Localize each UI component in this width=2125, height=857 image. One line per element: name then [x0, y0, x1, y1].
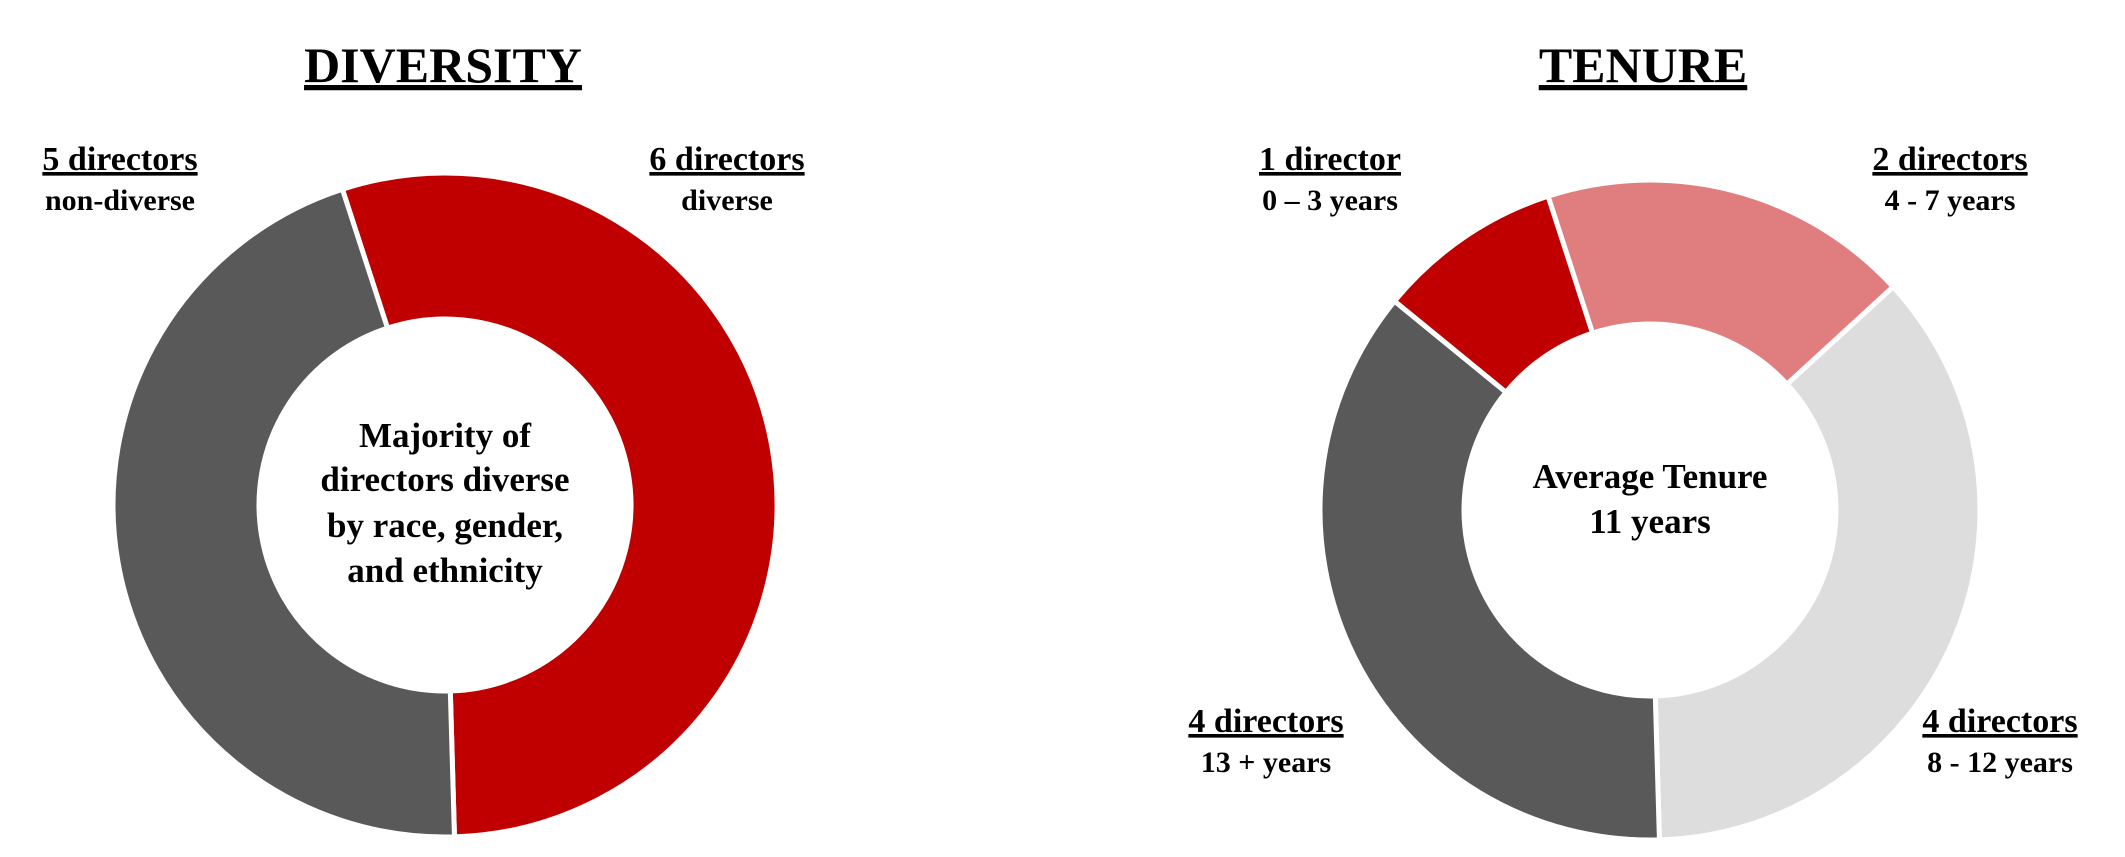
chart0-slice-0 — [339, 170, 780, 840]
chart0-slice-sublabel-1: non-diverse — [45, 184, 195, 217]
chart1-slice-sublabel-2: 13 + years — [1201, 746, 1331, 779]
chart0-slice-label-0: 6 directors — [649, 141, 804, 178]
chart1-slice-sublabel-3: 0 – 3 years — [1262, 184, 1398, 217]
chart1-slice-1 — [1652, 283, 1983, 843]
chart0-title: DIVERSITY — [304, 37, 582, 93]
chart1-slice-3 — [1391, 192, 1596, 396]
chart0-center-text-2: by race, gender, — [327, 506, 563, 545]
chart1-slice-label-0: 2 directors — [1872, 141, 2027, 178]
chart1-slice-label-2: 4 directors — [1188, 703, 1343, 740]
chart0-slice-1 — [110, 186, 458, 840]
chart1-title: TENURE — [1539, 37, 1747, 93]
chart0-slice-label-1: 5 directors — [42, 141, 197, 178]
chart0-slice-sublabel-0: diverse — [681, 184, 773, 217]
chart1-slice-2 — [1317, 297, 1662, 843]
chart0-center-text-3: and ethnicity — [347, 551, 543, 590]
chart1-slice-label-3: 1 director — [1259, 141, 1401, 178]
chart1-center-text-1: 11 years — [1589, 502, 1711, 541]
chart0-center-text-1: directors diverse — [320, 460, 569, 499]
chart0-center-text-0: Majority of — [359, 416, 531, 455]
chart1-center-text-0: Average Tenure — [1533, 457, 1768, 496]
chart1-slice-label-1: 4 directors — [1922, 703, 2077, 740]
chart1-slice-0 — [1544, 177, 1897, 388]
chart1-slice-sublabel-1: 8 - 12 years — [1927, 746, 2073, 779]
chart1-slice-sublabel-0: 4 - 7 years — [1885, 184, 2016, 217]
